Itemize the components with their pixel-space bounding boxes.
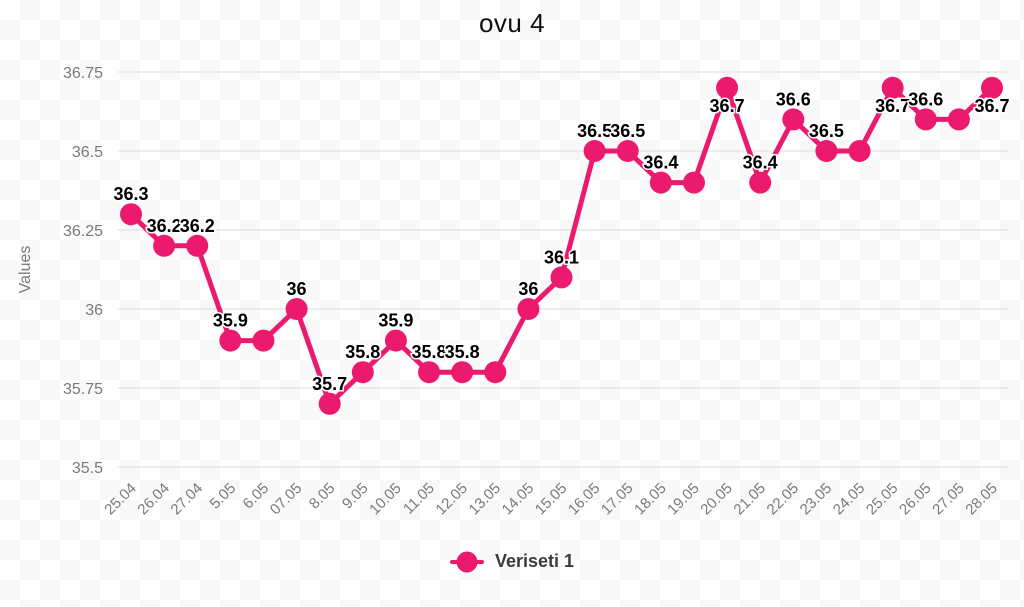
point-value-label: 36.5 xyxy=(610,121,645,141)
x-tick-label: 20.05 xyxy=(697,480,736,519)
y-tick-label: 36 xyxy=(85,302,103,319)
data-point[interactable] xyxy=(120,203,142,226)
data-point[interactable] xyxy=(252,329,275,352)
x-tick-label: 12.05 xyxy=(432,480,471,519)
data-point[interactable] xyxy=(583,140,606,162)
data-point[interactable] xyxy=(318,392,341,415)
data-point[interactable] xyxy=(484,361,507,384)
point-value-label: 36.6 xyxy=(776,89,811,109)
point-value-label: 36 xyxy=(287,279,307,299)
data-point[interactable] xyxy=(649,171,672,194)
point-value-label: 35.7 xyxy=(312,374,347,394)
data-point[interactable] xyxy=(285,298,308,320)
data-point[interactable] xyxy=(418,361,441,384)
x-tick-label: 19.05 xyxy=(664,480,703,519)
x-tick-label: 25.04 xyxy=(101,480,140,519)
x-tick-label: 07.05 xyxy=(267,480,306,519)
data-point[interactable] xyxy=(782,108,805,131)
x-tick-label: 5.05 xyxy=(207,480,240,513)
data-point[interactable] xyxy=(384,329,407,352)
x-tick-label: 16.05 xyxy=(565,480,604,519)
point-value-label: 36.4 xyxy=(743,153,778,173)
x-tick-label: 27.05 xyxy=(929,480,968,519)
x-tick-label: 27.04 xyxy=(167,480,206,519)
point-value-label: 36.5 xyxy=(809,121,844,141)
data-point[interactable] xyxy=(682,171,705,194)
point-value-label: 35.9 xyxy=(378,311,413,331)
data-point[interactable] xyxy=(749,171,772,194)
point-value-label: 36.6 xyxy=(908,89,943,109)
point-value-label: 35.8 xyxy=(412,342,447,362)
data-point[interactable] xyxy=(219,329,242,352)
data-point[interactable] xyxy=(351,361,374,384)
x-tick-label: 23.05 xyxy=(797,480,836,519)
legend: Veriseti 1 xyxy=(0,551,1024,572)
point-value-label: 36.3 xyxy=(113,184,148,204)
x-tick-label: 24.05 xyxy=(830,480,869,519)
legend-item-veriseti-1[interactable]: Veriseti 1 xyxy=(449,551,575,572)
y-tick-label: 36.5 xyxy=(72,144,103,161)
x-tick-label: 15.05 xyxy=(532,480,571,519)
data-point[interactable] xyxy=(451,361,474,384)
series-line xyxy=(128,85,995,407)
point-value-label: 36.7 xyxy=(710,96,745,116)
point-value-label: 36.7 xyxy=(974,96,1009,116)
point-value-label: 36.7 xyxy=(875,96,910,116)
point-value-label: 36 xyxy=(518,279,538,299)
point-value-label: 35.9 xyxy=(213,311,248,331)
x-tick-label: 14.05 xyxy=(499,480,538,519)
data-point[interactable] xyxy=(153,234,176,257)
x-tick-label: 10.05 xyxy=(366,480,405,519)
x-tick-label: 21.05 xyxy=(730,480,769,519)
data-point[interactable] xyxy=(186,234,209,257)
data-point[interactable] xyxy=(550,266,573,289)
point-value-label: 36.1 xyxy=(544,247,579,267)
data-point[interactable] xyxy=(848,140,871,162)
y-tick-label: 35.75 xyxy=(63,381,103,398)
data-point[interactable] xyxy=(981,76,1003,99)
point-value-label: 36.2 xyxy=(180,216,215,236)
data-point[interactable] xyxy=(716,76,739,99)
x-tick-label: 22.05 xyxy=(764,480,803,519)
point-value-label: 35.8 xyxy=(445,342,480,362)
y-tick-label: 36.75 xyxy=(63,65,103,82)
legend-series-marker-icon xyxy=(449,559,484,564)
data-point[interactable] xyxy=(815,140,838,162)
point-value-label: 36.2 xyxy=(147,216,182,236)
x-tick-label: 11.05 xyxy=(400,480,438,518)
y-tick-label: 36.25 xyxy=(63,223,103,240)
point-value-label: 36.5 xyxy=(577,121,612,141)
legend-label: Veriseti 1 xyxy=(494,551,575,571)
x-tick-label: 28.05 xyxy=(962,480,1001,519)
x-tick-label: 17.05 xyxy=(598,480,637,519)
x-tick-label: 26.04 xyxy=(134,480,173,519)
data-point[interactable] xyxy=(881,76,904,99)
data-point[interactable] xyxy=(947,108,970,131)
y-tick-label: 35.5 xyxy=(72,460,103,477)
x-tick-label: 18.05 xyxy=(631,480,670,519)
point-value-label: 36.4 xyxy=(643,153,678,173)
y-axis-title: Values xyxy=(17,246,34,294)
chart-title: ovu 4 xyxy=(478,8,546,38)
data-point[interactable] xyxy=(616,140,639,162)
x-tick-label: 26.05 xyxy=(896,480,935,519)
x-tick-label: 8.05 xyxy=(306,480,339,513)
x-tick-label: 25.05 xyxy=(863,480,902,519)
x-tick-label: 13.05 xyxy=(466,480,505,519)
point-value-label: 35.8 xyxy=(345,342,380,362)
data-point[interactable] xyxy=(914,108,937,131)
data-point[interactable] xyxy=(517,298,540,320)
